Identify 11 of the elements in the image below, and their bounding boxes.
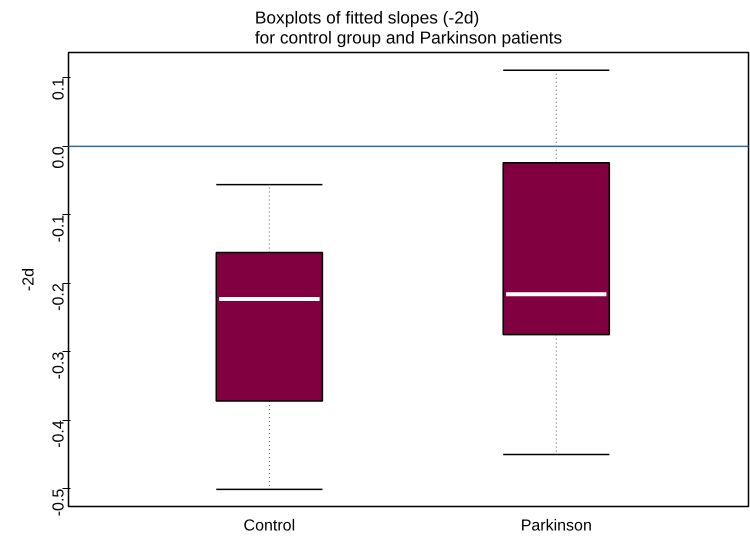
y-tick-label: -0.1 — [50, 214, 68, 242]
y-axis-title: -2d — [20, 268, 38, 292]
y-tick-label: 0.1 — [50, 78, 68, 100]
x-tick-label: Parkinson — [520, 518, 592, 534]
x-tick-label: Control — [244, 518, 296, 534]
y-tick-label: -0.2 — [50, 283, 68, 311]
y-tick-label: -0.5 — [50, 488, 68, 516]
y-tick-label: -0.4 — [50, 420, 68, 448]
y-tick-label: -0.3 — [50, 352, 68, 380]
chart-title: Boxplots of fitted slopes (-2d) for control group and Parkinson patients — [254, 8, 562, 48]
y-tick-label: 0.0 — [50, 146, 68, 169]
